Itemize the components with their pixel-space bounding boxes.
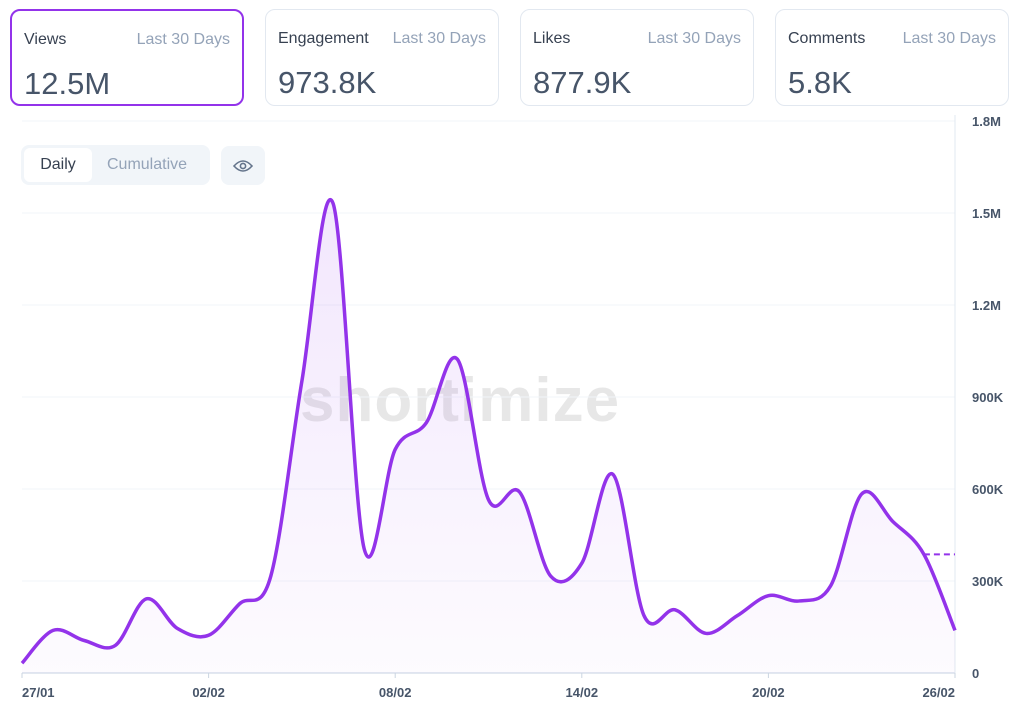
metric-card-engagement[interactable]: Engagement Last 30 Days 973.8K <box>265 9 499 106</box>
x-tick-label: 27/01 <box>22 685 55 700</box>
views-chart: 0 300K 600K 900K 1.2M 1.5M 1.8M 27/01 02/02 08/02… <box>20 114 1004 700</box>
visibility-button[interactable] <box>221 146 265 185</box>
card-period: Last 30 Days <box>902 30 996 47</box>
daily-tab[interactable]: Daily <box>24 148 92 182</box>
card-value: 12.5M <box>24 66 111 101</box>
y-tick-label: 0 <box>972 666 979 681</box>
y-tick-label: 600K <box>972 482 1004 497</box>
y-tick-label: 1.5M <box>972 206 1001 221</box>
card-period: Last 30 Days <box>392 30 486 47</box>
eye-icon <box>233 159 253 172</box>
x-tick-label: 26/02 <box>922 685 955 700</box>
card-title: Views <box>24 31 67 48</box>
views-line <box>20 198 957 665</box>
area-fill <box>22 199 955 673</box>
card-period: Last 30 Days <box>136 31 230 48</box>
card-value: 877.9K <box>533 65 632 100</box>
x-tick-label: 02/02 <box>192 685 225 700</box>
x-tick-label: 08/02 <box>379 685 412 700</box>
card-title: Engagement <box>278 30 369 47</box>
metric-card-likes[interactable]: Likes Last 30 Days 877.9K <box>520 9 754 106</box>
y-tick-label: 1.2M <box>972 298 1001 313</box>
x-tick-label: 14/02 <box>566 685 599 700</box>
card-value: 973.8K <box>278 65 377 100</box>
y-tick-label: 1.8M <box>972 114 1001 129</box>
y-tick-label: 300K <box>972 574 1004 589</box>
card-value: 5.8K <box>788 65 852 100</box>
card-title: Likes <box>533 30 571 47</box>
x-tick-label: 20/02 <box>752 685 785 700</box>
card-title: Comments <box>788 30 866 47</box>
cumulative-tab[interactable]: Cumulative <box>107 156 188 173</box>
card-period: Last 30 Days <box>647 30 741 47</box>
y-tick-label: 900K <box>972 390 1004 405</box>
metric-card-views[interactable]: Views Last 30 Days 12.5M <box>10 9 244 106</box>
metric-card-comments[interactable]: Comments Last 30 Days 5.8K <box>775 9 1009 106</box>
view-mode-toggle: Daily Cumulative <box>21 145 210 185</box>
